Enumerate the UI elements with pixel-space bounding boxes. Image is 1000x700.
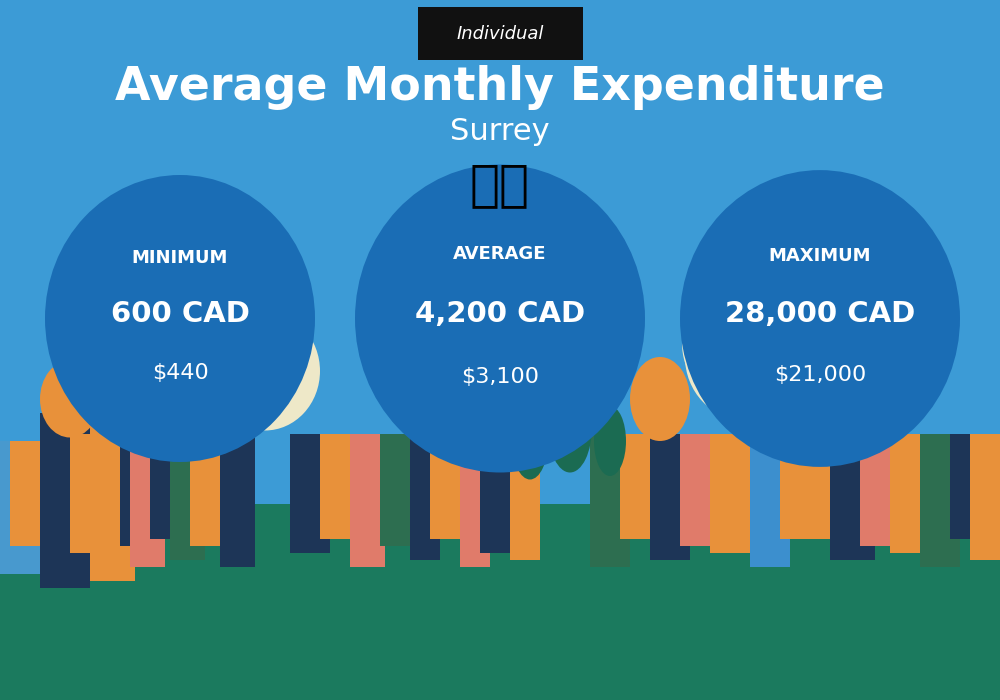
Bar: [510, 434, 540, 560]
Text: 🇨🇦: 🇨🇦: [470, 162, 530, 209]
Bar: [410, 434, 440, 560]
Ellipse shape: [225, 290, 305, 382]
Bar: [150, 434, 175, 539]
Bar: [750, 434, 790, 567]
Bar: [480, 434, 510, 553]
Bar: [220, 434, 255, 567]
Ellipse shape: [512, 402, 548, 480]
Text: Surrey: Surrey: [450, 117, 550, 146]
Ellipse shape: [630, 357, 690, 441]
Bar: [40, 413, 90, 588]
Ellipse shape: [207, 301, 283, 399]
Bar: [170, 434, 205, 560]
Ellipse shape: [45, 175, 315, 462]
FancyBboxPatch shape: [418, 8, 582, 60]
Bar: [350, 434, 385, 567]
Text: $21,000: $21,000: [774, 365, 866, 385]
Text: MINIMUM: MINIMUM: [132, 249, 228, 267]
Bar: [680, 434, 715, 546]
Text: Individual: Individual: [456, 25, 544, 43]
Ellipse shape: [680, 170, 960, 467]
Bar: [320, 434, 360, 539]
Bar: [185, 399, 193, 448]
Bar: [430, 434, 465, 539]
Bar: [970, 434, 1000, 560]
Text: $3,100: $3,100: [461, 367, 539, 387]
Ellipse shape: [210, 312, 320, 430]
Bar: [710, 434, 760, 553]
Ellipse shape: [703, 274, 787, 370]
Bar: [590, 434, 630, 567]
Bar: [950, 434, 980, 539]
Text: MAXIMUM: MAXIMUM: [769, 247, 871, 265]
Bar: [460, 434, 490, 567]
Bar: [195, 406, 203, 448]
Ellipse shape: [594, 406, 626, 476]
Bar: [780, 371, 835, 539]
Text: Average Monthly Expenditure: Average Monthly Expenditure: [115, 65, 885, 110]
Ellipse shape: [355, 164, 645, 473]
Bar: [290, 434, 330, 553]
Bar: [90, 413, 135, 581]
Bar: [380, 434, 415, 546]
Bar: [830, 434, 875, 560]
Bar: [10, 441, 50, 546]
Bar: [130, 434, 165, 567]
Text: AVERAGE: AVERAGE: [453, 245, 547, 262]
Bar: [205, 402, 213, 448]
Bar: [890, 434, 930, 553]
Bar: [0, 504, 1000, 700]
Bar: [70, 434, 100, 553]
Bar: [920, 434, 960, 567]
Bar: [190, 434, 230, 546]
Text: 28,000 CAD: 28,000 CAD: [725, 300, 915, 328]
Bar: [620, 434, 660, 539]
Ellipse shape: [548, 382, 592, 472]
Text: $440: $440: [152, 363, 208, 383]
Bar: [0, 441, 55, 574]
Ellipse shape: [40, 360, 100, 438]
Bar: [120, 434, 150, 546]
Text: 600 CAD: 600 CAD: [111, 300, 249, 328]
Ellipse shape: [682, 290, 762, 396]
Bar: [650, 434, 690, 560]
Text: 4,200 CAD: 4,200 CAD: [415, 300, 585, 328]
Ellipse shape: [685, 294, 805, 420]
Bar: [860, 434, 900, 546]
